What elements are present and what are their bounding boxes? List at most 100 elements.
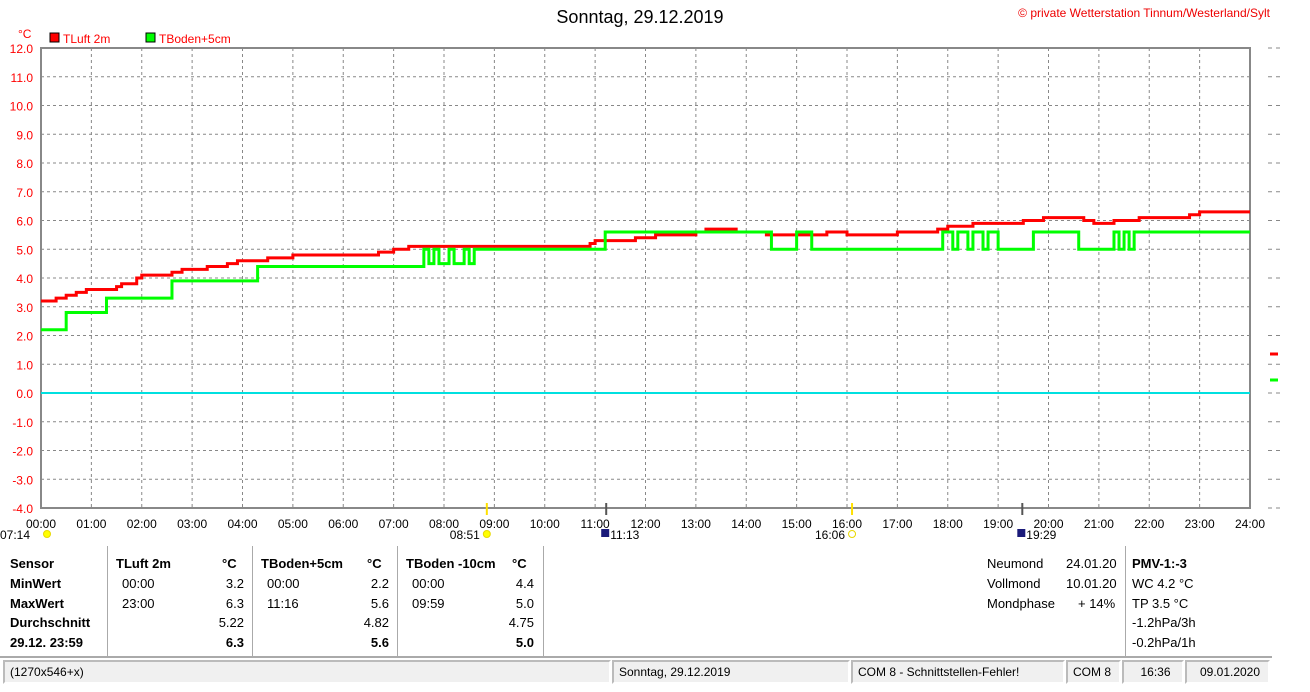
x-tick-label: 04:00 xyxy=(227,517,257,531)
x-tick-label: 22:00 xyxy=(1134,517,1164,531)
x-tick-label: 12:00 xyxy=(630,517,660,531)
column-divider xyxy=(543,546,544,656)
status-time: 16:36 xyxy=(1122,660,1184,684)
sunset-icon xyxy=(848,530,857,538)
dawn-icon xyxy=(43,530,51,538)
max-time: 11:16 xyxy=(267,596,299,611)
x-tick-label: 11:00 xyxy=(581,517,610,531)
y-tick-label: 3.0 xyxy=(16,301,33,315)
row-label-max: MaxWert xyxy=(10,596,64,611)
neumond-label: Neumond xyxy=(987,556,1044,571)
mondphase-value: + 14% xyxy=(1078,596,1116,611)
y-tick-label: 0.0 xyxy=(16,387,33,401)
max-time: 09:59 xyxy=(412,596,445,611)
min-value: 2.2 xyxy=(370,576,389,591)
mondphase-label: Mondphase xyxy=(987,596,1055,611)
col-header-unit: °C xyxy=(367,556,382,571)
astro-time: 16:06 xyxy=(815,528,845,542)
avg-value: 4.75 xyxy=(508,615,534,630)
x-tick-label: 08:00 xyxy=(429,517,459,531)
y-tick-label: 12.0 xyxy=(10,42,34,56)
max-time: 23:00 xyxy=(122,596,155,611)
status-divider xyxy=(0,656,1272,658)
series-line-tluft-2m xyxy=(41,210,1250,303)
x-tick-label: 14:00 xyxy=(731,517,761,531)
x-tick-label: 10:00 xyxy=(530,517,560,531)
current-value: 6.3 xyxy=(225,635,244,650)
astro-time: 07:14 xyxy=(0,528,30,542)
vollmond-value: 10.01.20 xyxy=(1066,576,1117,591)
pressure-trend-3h: -1.2hPa/3h xyxy=(1132,615,1196,630)
plot-frame xyxy=(40,47,1251,509)
status-com: COM 8 xyxy=(1066,660,1121,684)
y-tick-label: 7.0 xyxy=(16,186,33,200)
col-header-name: TLuft 2m xyxy=(116,556,171,571)
y-tick-label: 4.0 xyxy=(16,272,33,286)
vollmond-label: Vollmond xyxy=(987,576,1041,591)
row-label-sensor: Sensor xyxy=(10,556,55,571)
min-time: 00:00 xyxy=(122,576,155,591)
y-tick-label: 10.0 xyxy=(10,100,34,114)
y-axis-unit: °C xyxy=(18,27,32,41)
status-size: (1270x546+x) xyxy=(3,660,611,684)
y-tick-label: 2.0 xyxy=(16,330,33,344)
y-tick-label: -4.0 xyxy=(12,502,33,516)
x-tick-label: 09:00 xyxy=(479,517,509,531)
y-tick-label: 6.0 xyxy=(16,215,33,229)
series-line-tboden-5cm xyxy=(41,230,1250,332)
x-tick-label: 17:00 xyxy=(882,517,912,531)
astro-time: 08:51 xyxy=(450,528,480,542)
column-divider xyxy=(107,546,108,656)
current-value: 5.6 xyxy=(370,635,389,650)
pressure-trend-1h: -0.2hPa/1h xyxy=(1132,635,1196,650)
min-value: 3.2 xyxy=(225,576,244,591)
status-date: Sonntag, 29.12.2019 xyxy=(612,660,850,684)
row-label-current: 29.12. 23:59 xyxy=(10,635,84,650)
col-header-unit: °C xyxy=(512,556,527,571)
x-tick-label: 19:00 xyxy=(983,517,1013,531)
y-tick-label: 8.0 xyxy=(16,157,33,171)
y-tick-label: 11.0 xyxy=(11,71,34,85)
max-value: 5.6 xyxy=(370,596,389,611)
x-tick-label: 20:00 xyxy=(1033,517,1063,531)
sunrise-icon xyxy=(482,530,491,538)
x-tick-label: 05:00 xyxy=(278,517,308,531)
x-tick-label: 23:00 xyxy=(1185,517,1215,531)
y-tick-label: -3.0 xyxy=(12,473,33,487)
col-header-name: TBoden+5cm xyxy=(261,556,343,571)
x-tick-label: 07:00 xyxy=(379,517,409,531)
astro-time: 19:29 xyxy=(1026,528,1056,542)
avg-value: 5.22 xyxy=(218,615,244,630)
y-tick-label: 1.0 xyxy=(16,358,33,372)
legend-tluft-swatch xyxy=(49,32,60,43)
min-value: 4.4 xyxy=(515,576,534,591)
moonrise-icon xyxy=(601,529,610,537)
x-tick-label: 13:00 xyxy=(681,517,711,531)
row-label-min: MinWert xyxy=(10,576,62,591)
column-divider xyxy=(252,546,253,656)
x-tick-label: 00:00 xyxy=(26,517,56,531)
chart-title: Sonntag, 29.12.2019 xyxy=(556,7,724,27)
y-tick-label: 5.0 xyxy=(16,243,33,257)
legend-tboden-swatch xyxy=(145,32,156,43)
moonset-icon xyxy=(1017,529,1026,537)
y-tick-label: 9.0 xyxy=(16,128,33,142)
legend-tboden-label: TBoden+5cm xyxy=(159,32,231,46)
x-tick-label: 06:00 xyxy=(328,517,358,531)
status-com-error: COM 8 - Schnittstellen-Fehler! xyxy=(851,660,1065,684)
col-header-name: TBoden -10cm xyxy=(406,556,496,571)
col-header-unit: °C xyxy=(222,556,237,571)
current-value: 5.0 xyxy=(515,635,534,650)
temperature-chart: 12.0 11.0 10.0 9.0 8.0 7.0 6.0 5.0 4.0 3.0 2.0 1.0 0… xyxy=(0,27,1280,542)
avg-value: 4.82 xyxy=(363,615,389,630)
min-time: 00:00 xyxy=(412,576,445,591)
x-tick-label: 03:00 xyxy=(177,517,207,531)
legend-tluft-label: TLuft 2m xyxy=(63,32,110,46)
x-tick-label: 24:00 xyxy=(1235,517,1265,531)
row-label-avg: Durchschnitt xyxy=(10,615,91,630)
x-tick-label: 15:00 xyxy=(782,517,812,531)
max-value: 6.3 xyxy=(225,596,244,611)
x-tick-label: 16:00 xyxy=(832,517,862,531)
astro-time: 11:13 xyxy=(610,528,639,542)
pmv-title: PMV-1:-3 xyxy=(1132,556,1187,571)
